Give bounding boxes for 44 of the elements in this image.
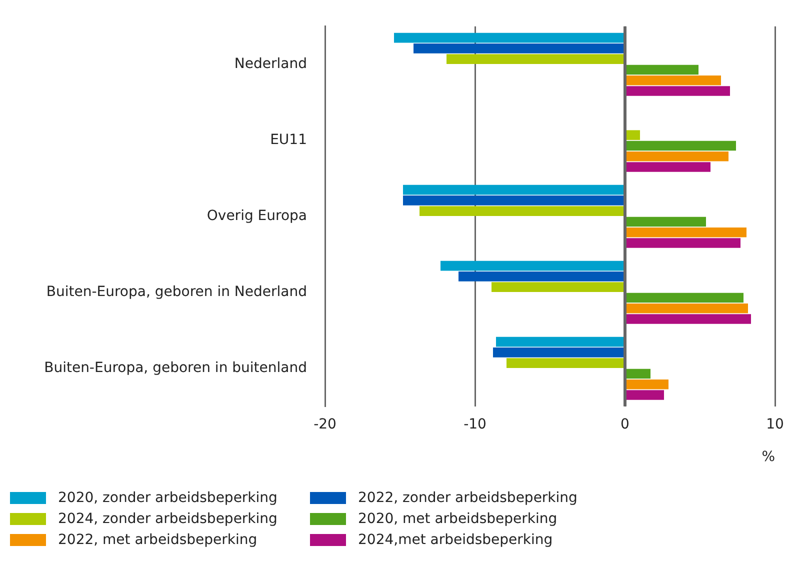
bar	[403, 196, 624, 206]
bar	[458, 272, 624, 282]
x-tick-label: 0	[620, 416, 630, 432]
x-tick-label: -20	[314, 416, 336, 432]
legend-label: 2024,met arbeidsbeperking	[358, 532, 553, 548]
bar	[626, 227, 746, 238]
bar	[626, 75, 721, 86]
x-axis-title: %	[762, 449, 775, 466]
bar	[440, 260, 624, 271]
x-tick-label: 10	[766, 416, 784, 432]
legend-label: 2020, zonder arbeidsbeperking	[58, 490, 278, 506]
bar	[492, 282, 624, 292]
bar	[626, 86, 730, 96]
bar	[394, 32, 624, 43]
bar	[626, 64, 698, 75]
bar	[420, 206, 624, 216]
y-tick-label: Overig Europa	[206, 208, 307, 224]
bar	[506, 358, 624, 368]
bar	[626, 390, 664, 400]
bar	[403, 184, 624, 195]
y-tick-label: Buiten-Europa, geboren in Nederland	[46, 284, 307, 300]
bar	[626, 216, 706, 227]
bar	[626, 379, 668, 390]
y-tick-label: Buiten-Europa, geboren in buitenland	[44, 360, 307, 376]
bar	[493, 348, 624, 358]
bar	[626, 140, 736, 151]
bar	[626, 368, 650, 379]
bar	[626, 303, 748, 314]
bar	[626, 151, 728, 162]
bar	[626, 130, 640, 140]
legend-label: 2022, met arbeidsbeperking	[58, 532, 258, 548]
bar	[626, 314, 751, 324]
legend-label: 2024, zonder arbeidsbeperking	[58, 511, 278, 527]
x-tick-label: -10	[464, 416, 486, 432]
bar	[626, 162, 710, 172]
bar	[496, 336, 624, 347]
y-tick-label: Nederland	[234, 56, 307, 72]
legend-label: 2020, met arbeidsbeperking	[358, 511, 558, 527]
bar	[626, 238, 740, 248]
bar	[414, 44, 624, 54]
bar	[626, 292, 744, 303]
legend-label: 2022, zonder arbeidsbeperking	[358, 490, 578, 506]
y-tick-label: EU11	[270, 132, 307, 148]
bar	[446, 54, 624, 64]
